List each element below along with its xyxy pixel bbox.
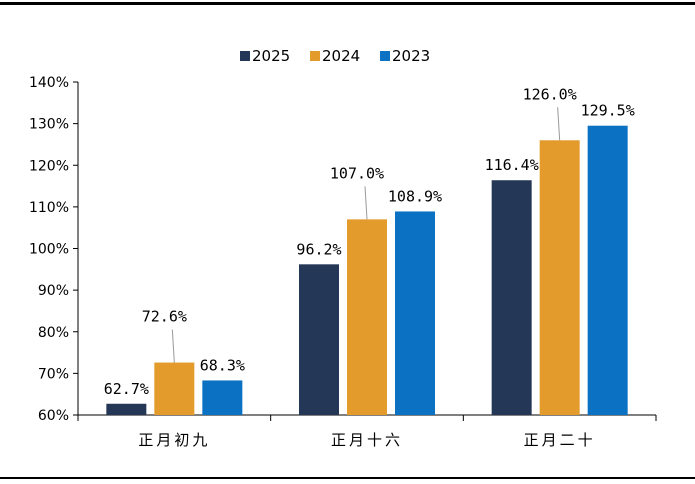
legend-swatch-2025 — [240, 51, 250, 61]
data-label-2024-3: 126.0% — [523, 85, 577, 103]
label-leader-line — [364, 186, 368, 220]
data-label-2023-1: 68.3% — [200, 356, 245, 374]
bar-2023-1 — [202, 380, 243, 415]
x-tick-label: 正月二十 — [524, 431, 596, 449]
legend-swatch-2024 — [310, 51, 320, 61]
data-label-2024-2: 107.0% — [330, 164, 384, 182]
y-tick-label: 80% — [38, 325, 69, 341]
label-leader-line — [557, 107, 561, 141]
data-label-2025-2: 96.2% — [296, 240, 341, 258]
y-tick-label: 120% — [29, 158, 69, 174]
legend-swatch-2023 — [380, 51, 390, 61]
bar-2024-2 — [347, 219, 387, 415]
x-axis: 正月初九 正月十六 正月二十 — [77, 414, 657, 449]
bar-2025-2 — [299, 264, 339, 415]
top-rule — [0, 2, 695, 5]
bar-2025-3 — [491, 180, 532, 415]
bar-2023-3 — [587, 125, 628, 416]
legend-label-2024: 2024 — [322, 47, 360, 65]
data-label-2025-3: 116.4% — [485, 156, 539, 174]
y-tick-label: 140% — [29, 75, 69, 91]
label-leader-line — [171, 329, 175, 363]
legend: 2025 2024 2023 — [240, 47, 430, 65]
data-label-2024-1: 72.6% — [142, 308, 187, 326]
y-axis: 60% 70% 80% 90% 100% 110% 120% 130% 140% — [29, 75, 79, 424]
x-tick-label: 正月十六 — [331, 431, 403, 449]
y-tick-label: 90% — [38, 283, 69, 299]
bottom-rule — [0, 477, 695, 479]
bar-2024-1 — [154, 362, 195, 415]
data-labels: 62.7% 96.2% 116.4% 72.6% 107.0% 126.0% 68.3% 10… — [104, 85, 635, 397]
bar-2023-2 — [395, 211, 435, 415]
bar-2024-3 — [539, 140, 580, 415]
legend-label-2023: 2023 — [392, 47, 430, 65]
y-tick-label: 100% — [29, 242, 69, 258]
bars — [106, 125, 628, 416]
bar-2025-1 — [106, 403, 147, 415]
data-label-2023-2: 108.9% — [388, 187, 442, 205]
y-tick-label: 70% — [38, 366, 69, 382]
y-tick-label: 60% — [38, 408, 69, 424]
data-label-2025-1: 62.7% — [104, 380, 149, 398]
y-tick-label: 110% — [29, 200, 69, 216]
data-label-2023-3: 129.5% — [581, 102, 635, 120]
legend-label-2025: 2025 — [252, 47, 290, 65]
x-tick-label: 正月初九 — [138, 431, 210, 449]
y-tick-label: 130% — [29, 117, 69, 133]
